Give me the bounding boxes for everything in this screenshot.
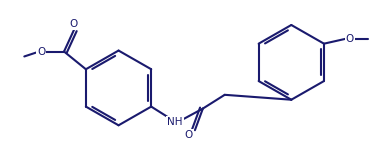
Text: O: O bbox=[185, 130, 193, 140]
Text: NH: NH bbox=[167, 117, 183, 127]
Text: O: O bbox=[70, 19, 78, 29]
Text: O: O bbox=[346, 34, 354, 44]
Text: O: O bbox=[37, 47, 45, 57]
